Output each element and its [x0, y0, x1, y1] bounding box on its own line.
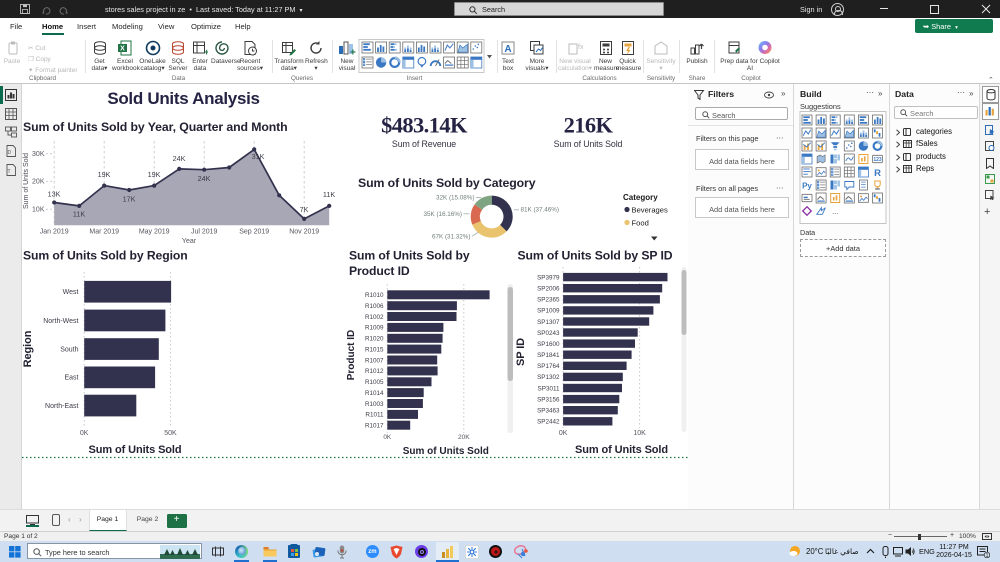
- svg-text:SP3011: SP3011: [538, 385, 560, 392]
- svg-text:R1015: R1015: [365, 346, 384, 353]
- svg-text:A: A: [504, 44, 511, 55]
- svg-text:R1020: R1020: [365, 336, 384, 343]
- svg-text:+: +: [204, 47, 208, 56]
- svg-text:fx: fx: [578, 44, 583, 51]
- svg-text:Sep 2019: Sep 2019: [239, 229, 269, 236]
- svg-text:R1009: R1009: [365, 325, 384, 332]
- svg-text:West: West: [63, 289, 79, 296]
- svg-text:7K: 7K: [300, 205, 309, 214]
- svg-text:D: D: [8, 150, 12, 156]
- svg-text:0K: 0K: [80, 430, 89, 437]
- svg-text:24K: 24K: [198, 174, 211, 183]
- svg-text:35K (16.16%): 35K (16.16%): [423, 211, 462, 218]
- svg-text:R1006: R1006: [365, 303, 384, 310]
- svg-text:X: X: [120, 46, 125, 53]
- svg-text:Sold Units Analysis: Sold Units Analysis: [107, 89, 259, 108]
- svg-text:0K: 0K: [383, 434, 392, 441]
- svg-text:SP1841: SP1841: [537, 352, 560, 359]
- svg-text:Product ID: Product ID: [346, 330, 357, 381]
- svg-text:Year: Year: [182, 238, 197, 245]
- svg-text:Sum of Units Sold by Region: Sum of Units Sold by Region: [23, 249, 188, 263]
- svg-text:SP0243: SP0243: [537, 330, 560, 337]
- svg-text:11K: 11K: [323, 190, 335, 199]
- svg-text:20K: 20K: [458, 434, 470, 441]
- svg-text:Sum of Units Sold: Sum of Units Sold: [575, 444, 668, 456]
- svg-text:10K: 10K: [633, 430, 646, 437]
- svg-text:Mar 2019: Mar 2019: [89, 229, 119, 236]
- svg-text:SP1302: SP1302: [537, 374, 560, 381]
- svg-text:Region: Region: [22, 330, 34, 367]
- svg-text:Sum of Units Sold: Sum of Units Sold: [23, 153, 30, 209]
- svg-text:SP3463: SP3463: [537, 408, 560, 415]
- svg-text:Sum of Units Sold: Sum of Units Sold: [403, 446, 489, 457]
- svg-text:+: +: [350, 48, 356, 57]
- svg-text:R1014: R1014: [365, 390, 384, 397]
- svg-text:19K: 19K: [148, 170, 161, 179]
- svg-text:19K: 19K: [98, 170, 111, 179]
- svg-text:R1007: R1007: [365, 357, 384, 364]
- svg-text:Product ID: Product ID: [349, 264, 410, 278]
- svg-text:Beverages: Beverages: [632, 205, 669, 214]
- svg-text:81K (37.46%): 81K (37.46%): [521, 207, 560, 214]
- svg-text:T: T: [8, 169, 11, 175]
- svg-text:Sum of Units Sold by SP ID: Sum of Units Sold by SP ID: [518, 249, 673, 263]
- svg-text:20K: 20K: [32, 179, 45, 186]
- svg-text:SP1009: SP1009: [537, 308, 560, 315]
- svg-text:R1005: R1005: [365, 379, 384, 386]
- svg-text:Sum of Units Sold by: Sum of Units Sold by: [349, 249, 470, 263]
- svg-text:13K: 13K: [48, 190, 61, 199]
- svg-text:SP1600: SP1600: [537, 341, 560, 348]
- svg-text:11K: 11K: [73, 210, 85, 219]
- svg-text:Sum of Revenue: Sum of Revenue: [392, 139, 456, 149]
- svg-text:...: ...: [832, 207, 838, 216]
- svg-text:Sum of Units Sold by Category: Sum of Units Sold by Category: [358, 176, 536, 190]
- svg-text:Sum of Units Sold: Sum of Units Sold: [554, 139, 623, 149]
- svg-text:North-East: North-East: [45, 403, 79, 410]
- svg-text:30K: 30K: [32, 151, 45, 158]
- svg-text:East: East: [64, 375, 78, 382]
- svg-text:Sum of Units Sold by Year, Qua: Sum of Units Sold by Year, Quarter and M…: [23, 120, 288, 134]
- svg-text:R1010: R1010: [365, 292, 384, 299]
- svg-text:0K: 0K: [559, 430, 568, 437]
- svg-text:123: 123: [873, 157, 882, 163]
- svg-text:10K: 10K: [32, 207, 45, 214]
- svg-text:Category: Category: [623, 193, 658, 202]
- svg-text:South: South: [60, 346, 78, 353]
- svg-text:50K: 50K: [164, 430, 177, 437]
- svg-text:Sum of Units Sold: Sum of Units Sold: [88, 444, 181, 456]
- svg-text:R: R: [874, 168, 881, 179]
- svg-text:SP1764: SP1764: [537, 363, 560, 370]
- svg-text:Jan 2019: Jan 2019: [40, 229, 69, 236]
- svg-text:May 2019: May 2019: [139, 229, 170, 236]
- svg-text:17K: 17K: [123, 195, 136, 204]
- svg-text:R1002: R1002: [365, 314, 384, 321]
- svg-text:Py: Py: [802, 181, 812, 190]
- svg-text:SP3156: SP3156: [537, 396, 560, 403]
- svg-text:R1011: R1011: [365, 412, 384, 419]
- svg-text:Food: Food: [632, 218, 649, 227]
- svg-text:Jul 2019: Jul 2019: [191, 229, 218, 236]
- svg-text:R1012: R1012: [365, 368, 384, 375]
- svg-text:32K (15.08%): 32K (15.08%): [436, 195, 475, 202]
- svg-text:Nov 2019: Nov 2019: [289, 229, 319, 236]
- svg-text:SP2006: SP2006: [537, 286, 560, 293]
- svg-text:1: 1: [986, 553, 989, 558]
- svg-text:216K: 216K: [564, 113, 614, 138]
- svg-text:67K (31.32%): 67K (31.32%): [432, 233, 471, 240]
- svg-text:SP2365: SP2365: [537, 297, 560, 304]
- svg-text:$483.14K: $483.14K: [381, 113, 468, 138]
- svg-text:R1003: R1003: [365, 401, 384, 408]
- svg-text:North-West: North-West: [43, 318, 78, 325]
- svg-text:31K: 31K: [252, 152, 265, 161]
- svg-text:SP1307: SP1307: [537, 319, 560, 326]
- svg-text:SP3979: SP3979: [537, 274, 560, 281]
- svg-text:24K: 24K: [173, 154, 186, 163]
- svg-text:SP2442: SP2442: [537, 419, 560, 426]
- svg-text:SP ID: SP ID: [515, 338, 527, 366]
- svg-text:R1017: R1017: [365, 423, 384, 430]
